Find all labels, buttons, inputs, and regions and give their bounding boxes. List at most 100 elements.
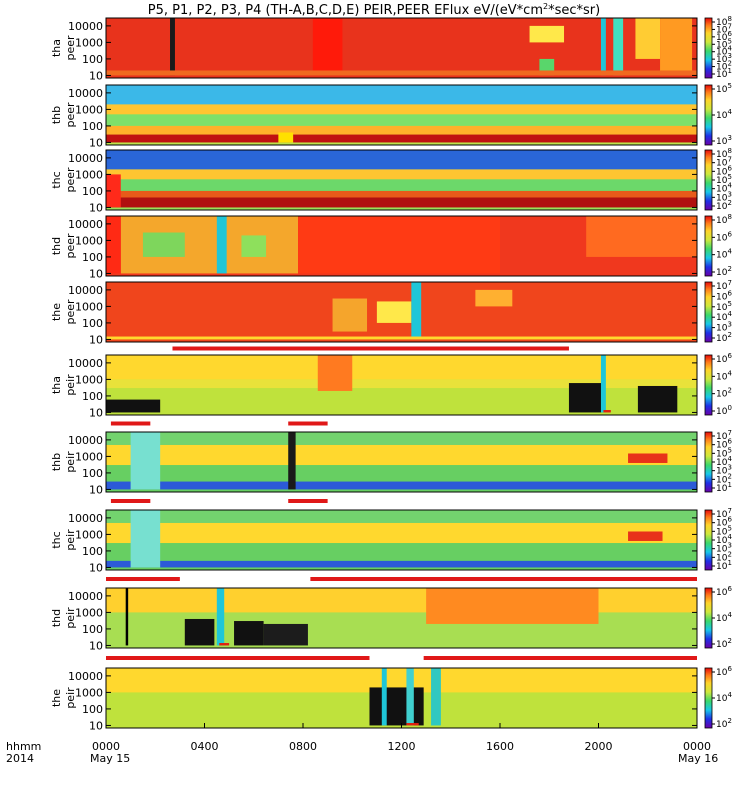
colorbar-label: 102 — [716, 472, 732, 485]
panel-probe-label: thc — [50, 531, 63, 548]
colorbar — [704, 149, 713, 211]
flux-region — [106, 190, 697, 198]
panel-tha-peir: 10000 1000 100 10 tha peir 106 104 102 100 — [50, 352, 732, 419]
y-tick-label: 10 — [89, 136, 103, 149]
colorbar-label: 105 — [716, 37, 732, 50]
y-tick-label: 100 — [82, 53, 103, 66]
colorbar-label: 101 — [716, 67, 732, 80]
colorbar-label: 106 — [716, 230, 732, 243]
flux-region — [106, 104, 697, 115]
colorbar-label: 102 — [716, 637, 732, 650]
flux-region — [317, 355, 353, 391]
y-tick-label: 10 — [89, 639, 103, 652]
colorbar-label: 101 — [716, 559, 732, 572]
flux-region — [170, 18, 175, 76]
panel-frame — [105, 149, 698, 211]
panel-species-label: peer — [64, 167, 77, 193]
colorbar — [704, 281, 713, 343]
colorbar-label: 103 — [716, 190, 732, 203]
colorbar-label: 104 — [716, 369, 732, 382]
colorbar-label: 104 — [716, 691, 732, 704]
colorbar-label: 106 — [716, 352, 732, 365]
colorbar-label: 106 — [716, 438, 732, 451]
flux-region — [406, 668, 414, 726]
flux-region — [106, 522, 697, 544]
x-tick-label: 0400 — [191, 740, 219, 753]
panel-frame — [105, 84, 698, 146]
y-tick-label: 10000 — [68, 434, 103, 447]
y-tick-label: 10000 — [68, 512, 103, 525]
event-bar-segment — [288, 499, 328, 503]
y-tick-label: 10 — [89, 406, 103, 419]
y-tick-label: 10 — [89, 333, 103, 346]
colorbar-label: 107 — [716, 22, 732, 35]
flux-region — [106, 481, 697, 490]
flux-region — [106, 85, 697, 105]
panel-probe-label: thc — [50, 171, 63, 188]
panel-thd-peer: 10000 1000 100 10 thd peer 108 106 104 102 — [50, 213, 732, 280]
flux-region — [406, 723, 419, 726]
panel-thc-peir: 10000 1000 100 10 thc peir 1071061051041031021… — [50, 507, 732, 574]
colorbar-label: 102 — [716, 550, 732, 563]
flux-region — [288, 432, 296, 490]
colorbar-label: 106 — [716, 665, 732, 678]
chart-title: P5, P1, P2, P3, P4 (TH-A,B,C,D,E) PEIR,P… — [148, 2, 600, 18]
y-tick-label: 10000 — [68, 87, 103, 100]
colorbar-label: 107 — [716, 279, 732, 292]
flux-region — [332, 298, 368, 332]
flux-region — [216, 216, 227, 274]
flux-region — [106, 197, 697, 208]
panel-species-label: peir — [64, 607, 77, 629]
event-bar-segment — [106, 656, 370, 660]
flux-region — [106, 179, 697, 191]
panel-probe-label: tha — [50, 376, 63, 394]
flux-region — [106, 510, 697, 523]
colorbar-label: 108 — [716, 147, 732, 160]
panel-background — [106, 18, 697, 78]
x-tick-label: 0800 — [289, 740, 317, 753]
colorbar-label: 105 — [716, 173, 732, 186]
flux-region — [130, 432, 161, 490]
panel-frame — [105, 509, 698, 571]
colorbar-label: 104 — [716, 182, 732, 195]
y-tick-label: 1000 — [75, 103, 103, 116]
flux-region — [600, 355, 606, 413]
flux-region — [613, 18, 624, 76]
panel-probe-label: thd — [50, 609, 63, 627]
colorbar-label: 104 — [716, 533, 732, 546]
flux-region — [600, 18, 606, 76]
flux-region — [216, 588, 225, 646]
flux-region — [660, 18, 693, 76]
x-axis-label-year: 2014 — [6, 752, 34, 765]
flux-region — [278, 132, 294, 143]
panel-thd-peir: 10000 1000 100 10 thd peir 106 104 102 — [50, 585, 732, 652]
colorbar — [704, 84, 713, 146]
panel-frame — [105, 587, 698, 649]
panel-frame — [105, 215, 698, 277]
colorbar-label: 107 — [716, 429, 732, 442]
colorbar-label: 100 — [716, 404, 732, 417]
y-tick-label: 100 — [82, 317, 103, 330]
flux-region — [106, 355, 697, 380]
y-tick-label: 1000 — [75, 686, 103, 699]
flux-region — [106, 174, 121, 208]
panel-frame — [105, 354, 698, 416]
colorbar-label: 106 — [716, 164, 732, 177]
flux-region — [369, 687, 424, 726]
y-tick-label: 10000 — [68, 670, 103, 683]
y-tick-label: 10000 — [68, 284, 103, 297]
x-tick-label: 2000 — [585, 740, 613, 753]
panel-thb-peir: 10000 1000 100 10 thb peir 1071061051041031021… — [50, 429, 732, 496]
flux-region — [603, 410, 611, 413]
colorbar-label: 104 — [716, 611, 732, 624]
colorbar-label: 103 — [716, 464, 732, 477]
colorbar-label: 104 — [716, 248, 732, 261]
flux-region — [381, 668, 387, 726]
y-tick-label: 100 — [82, 703, 103, 716]
flux-region — [125, 588, 129, 646]
panel-species-label: peer — [64, 102, 77, 128]
panel-species-label: peir — [64, 374, 77, 396]
